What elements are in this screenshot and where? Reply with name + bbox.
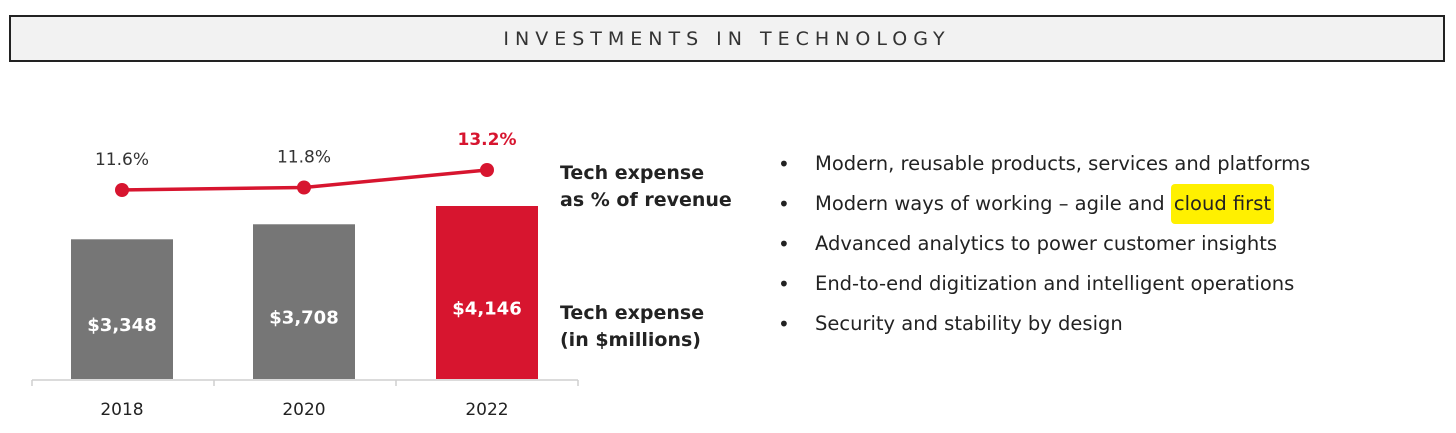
pct-value-label: 11.6%: [95, 150, 149, 170]
x-tick-label: 2022: [465, 400, 508, 420]
initiative-item: • Security and stability by design: [778, 304, 1438, 344]
pct-point-2018: [115, 183, 129, 197]
line-legend-line-1: Tech expense: [560, 162, 705, 184]
initiative-item: • Modern ways of working – agile and clou…: [778, 184, 1438, 224]
bullet-dot-icon: •: [778, 312, 790, 336]
tech-expense-chart: $3,348 $3,708 $4,146 11.6% 11.8% 13.2% 2018 202…: [31, 130, 579, 420]
initiative-text: Modern, reusable products, services and …: [815, 152, 1311, 175]
bullet-dot-icon: •: [778, 272, 790, 296]
pct-point-2022: [480, 163, 494, 177]
initiative-item: • Advanced analytics to power customer in…: [778, 224, 1438, 264]
section-header: INVESTMENTS IN TECHNOLOGY: [9, 15, 1445, 62]
bar-2020: [253, 224, 355, 379]
section-title: INVESTMENTS IN TECHNOLOGY: [503, 27, 951, 50]
bar-legend-line-1: Tech expense: [560, 302, 705, 324]
x-tick-label: 2020: [282, 400, 325, 420]
line-series-legend: Tech expense as % of revenue: [560, 160, 760, 214]
pct-point-2020: [297, 180, 311, 195]
bar-series-legend: Tech expense (in $millions): [560, 300, 760, 354]
initiative-item: • End-to-end digitization and intelligent…: [778, 264, 1438, 304]
bar-legend-line-2: (in $millions): [560, 329, 701, 351]
initiative-text: Modern ways of working – agile and: [815, 192, 1171, 215]
initiatives-list: • Modern, reusable products, services and…: [778, 144, 1438, 344]
pct-value-label: 13.2%: [458, 130, 517, 150]
x-tick-label: 2018: [100, 400, 143, 420]
initiative-text: Advanced analytics to power customer ins…: [815, 232, 1278, 255]
bar-value-label: $4,146: [452, 299, 521, 320]
initiative-item: • Modern, reusable products, services and…: [778, 144, 1438, 184]
pct-value-label: 11.8%: [277, 148, 331, 168]
highlighted-phrase: cloud first: [1170, 184, 1275, 224]
line-legend-line-2: as % of revenue: [560, 189, 732, 211]
bullet-dot-icon: •: [778, 232, 790, 256]
initiative-text: End-to-end digitization and intelligent …: [815, 272, 1295, 295]
bar-2022: [436, 206, 538, 379]
bullet-dot-icon: •: [778, 192, 790, 216]
bar-2018: [71, 239, 173, 379]
bar-value-label: $3,348: [87, 315, 156, 336]
initiative-text: Security and stability by design: [815, 312, 1123, 335]
bullet-dot-icon: •: [778, 152, 790, 176]
bar-value-label: $3,708: [269, 308, 338, 329]
